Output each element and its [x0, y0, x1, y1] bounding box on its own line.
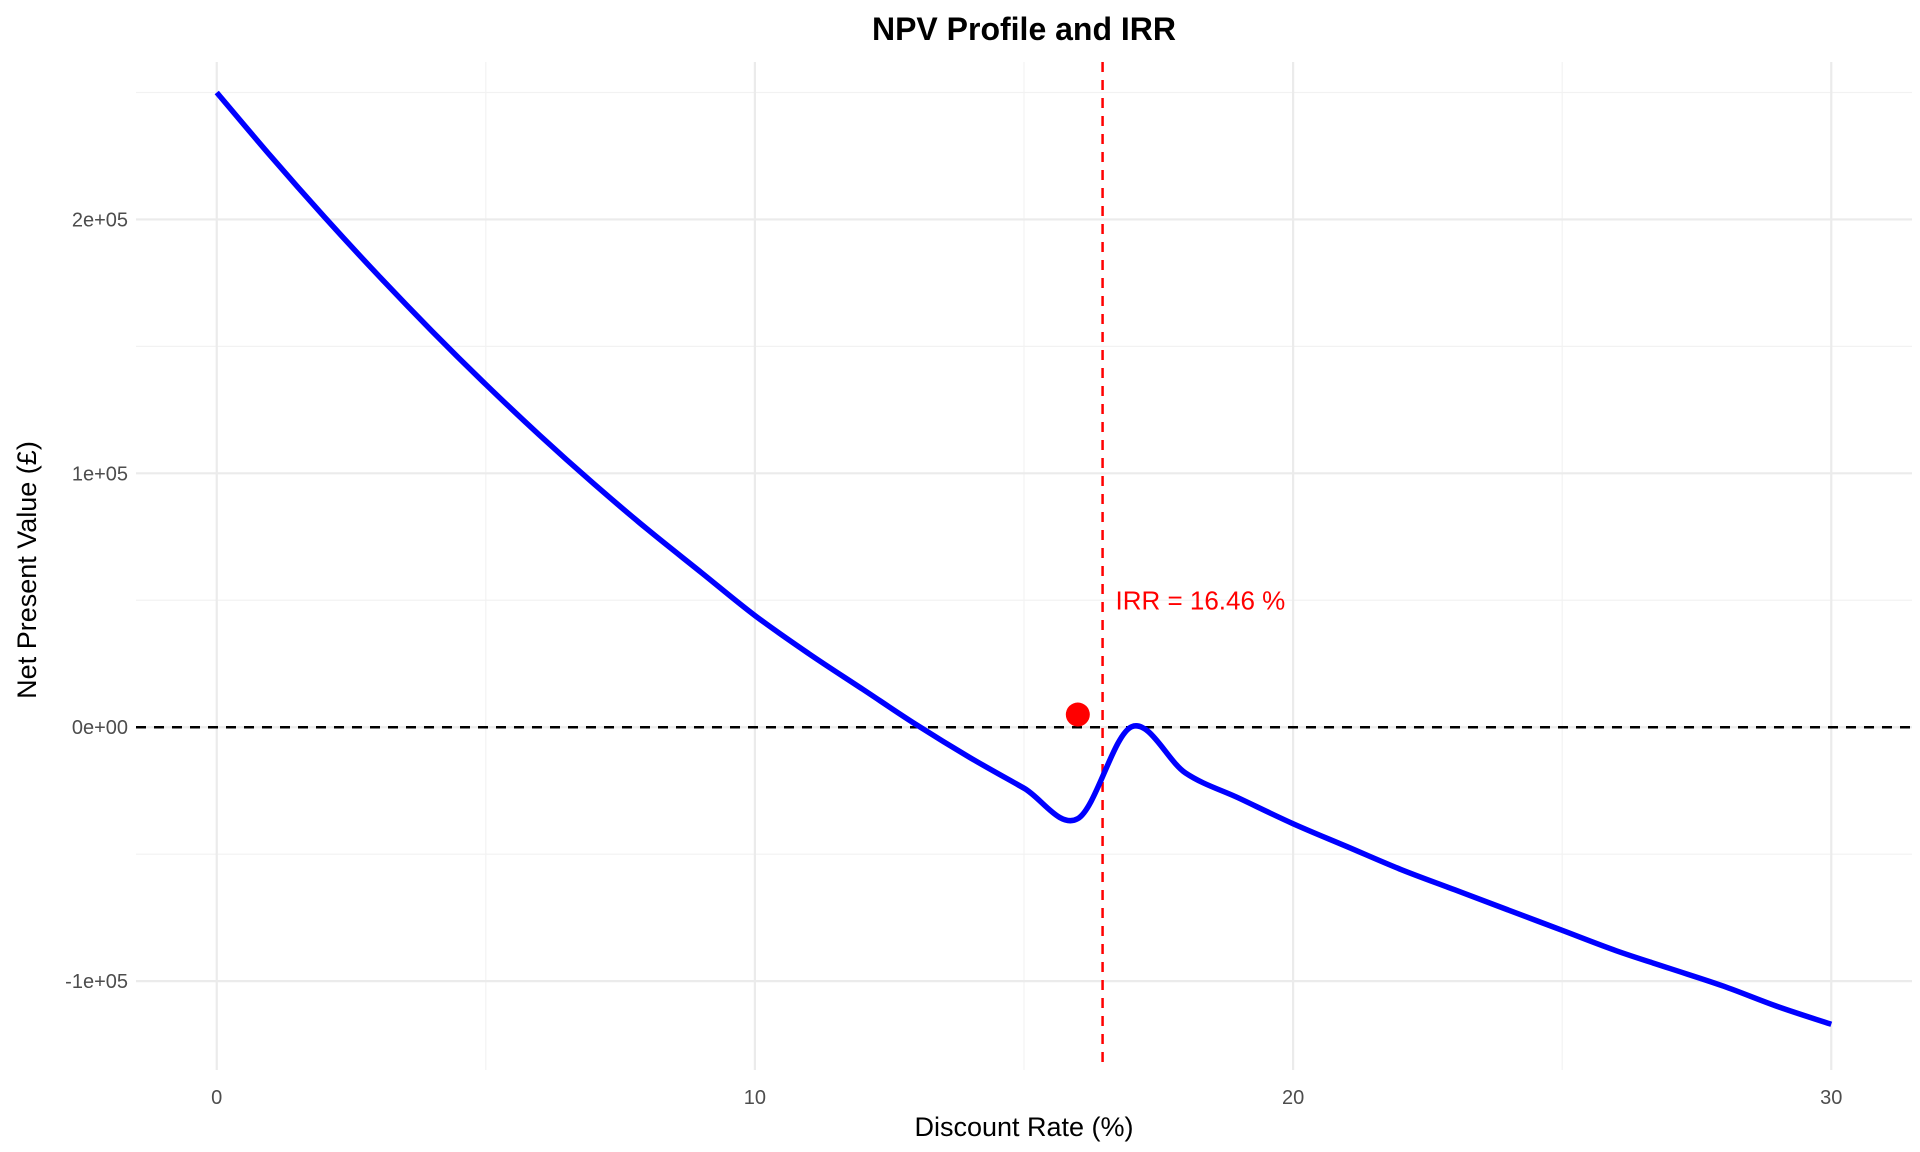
y-tick-label: -1e+05 [65, 971, 128, 993]
y-tick-label: 2e+05 [72, 209, 128, 231]
y-axis-ticks: -1e+05 0e+00 1e+05 2e+05 [65, 209, 128, 993]
irr-annotation: IRR = 16.46 % [1115, 585, 1285, 615]
x-axis-label: Discount Rate (%) [914, 1112, 1133, 1142]
reference-lines [136, 62, 1912, 1070]
x-axis-ticks: 0 10 20 30 [211, 1087, 1842, 1109]
x-tick-label: 0 [211, 1087, 222, 1109]
npv-series-line [214, 90, 1833, 1027]
y-tick-label: 1e+05 [72, 463, 128, 485]
x-tick-label: 20 [1282, 1087, 1304, 1109]
chart-title: NPV Profile and IRR [872, 11, 1176, 47]
y-axis-label: Net Present Value (£) [12, 441, 42, 699]
irr-point-marker [1065, 702, 1090, 727]
y-tick-label: 0e+00 [72, 717, 128, 739]
grid-layer [136, 62, 1912, 1070]
x-tick-label: 10 [744, 1087, 766, 1109]
series-layer [214, 90, 1833, 1027]
x-tick-label: 30 [1820, 1087, 1842, 1109]
